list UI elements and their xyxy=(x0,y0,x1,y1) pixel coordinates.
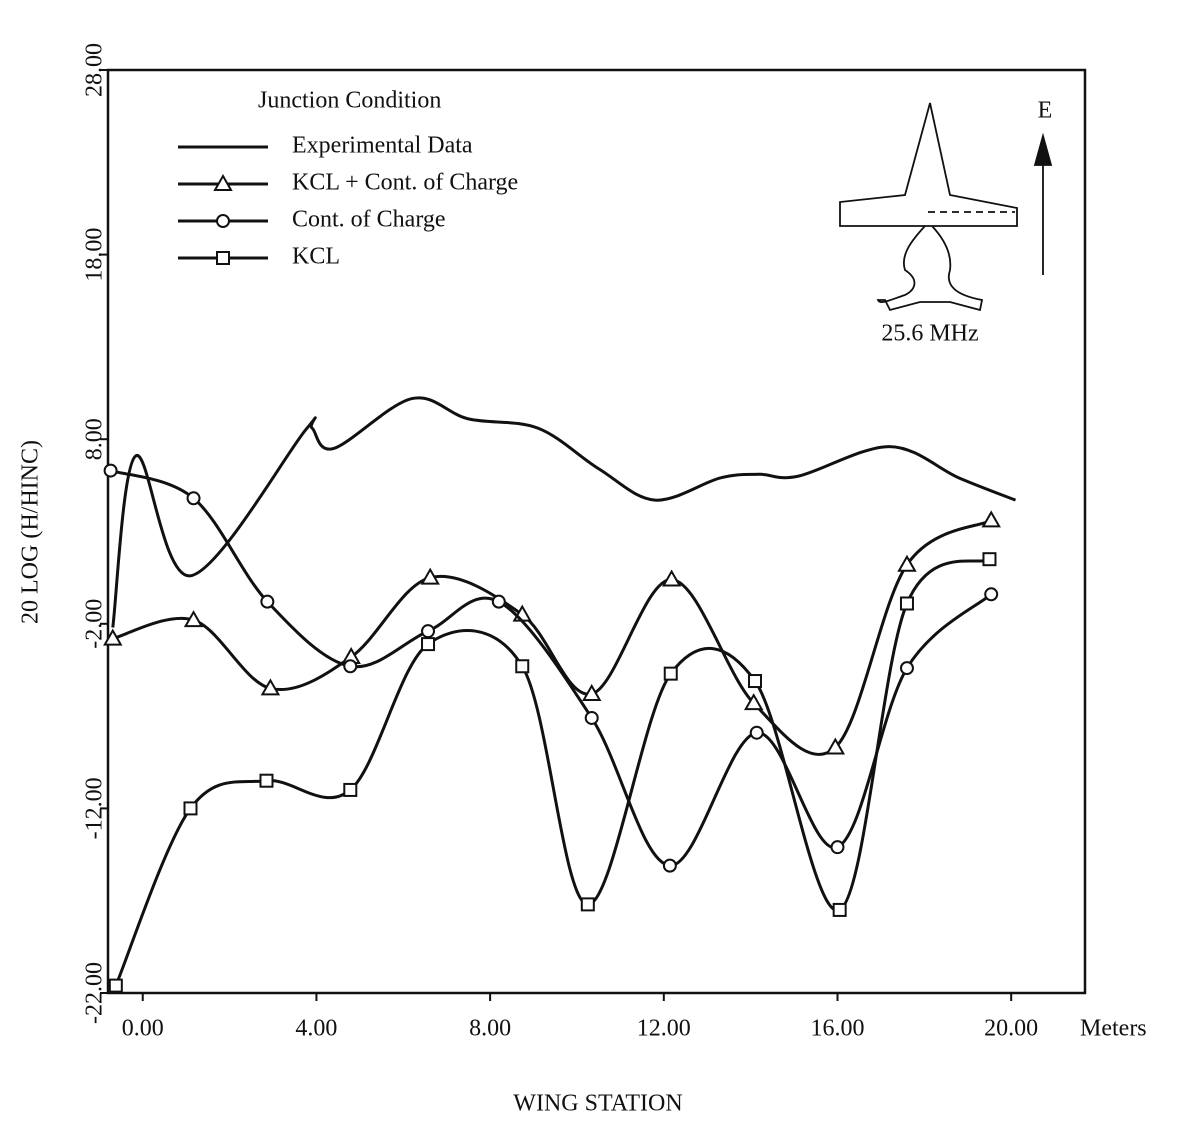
data-point xyxy=(183,801,198,816)
data-point xyxy=(108,978,123,993)
legend-label: Experimental Data xyxy=(292,133,473,159)
data-point xyxy=(582,683,602,701)
data-point xyxy=(420,567,440,585)
data-point xyxy=(491,594,506,609)
data-point xyxy=(515,659,530,674)
x-unit-label: Meters xyxy=(1080,1016,1147,1042)
legend-marker xyxy=(213,173,233,191)
legend-label: Cont. of Charge xyxy=(292,207,446,233)
y-tick-label: 18.00 xyxy=(82,228,108,282)
field-label: E xyxy=(1038,98,1053,124)
plot-frame xyxy=(106,68,1087,995)
data-point xyxy=(899,661,914,676)
data-point xyxy=(186,491,201,506)
data-point xyxy=(984,587,999,602)
data-point xyxy=(832,902,847,917)
x-tick-label: 0.00 xyxy=(122,1016,164,1042)
x-tick-label: 4.00 xyxy=(295,1016,337,1042)
series-line xyxy=(114,557,991,987)
x-tick-label: 8.00 xyxy=(469,1016,511,1042)
data-point xyxy=(981,510,1001,528)
data-point xyxy=(580,897,595,912)
y-tick-label: -2.00 xyxy=(82,599,108,649)
y-tick-label: 8.00 xyxy=(82,418,108,460)
x-tick-label: 16.00 xyxy=(810,1016,864,1042)
x-tick-label: 20.00 xyxy=(984,1016,1038,1042)
data-point xyxy=(183,610,204,628)
legend-marker xyxy=(216,251,230,265)
data-point xyxy=(421,624,436,639)
data-point xyxy=(830,840,845,855)
data-point xyxy=(897,554,917,572)
data-point xyxy=(343,782,358,797)
x-axis-label: WING STATION xyxy=(513,1091,682,1117)
aircraft-outline xyxy=(839,102,1018,312)
y-axis-label: 20 LOG (H/HINC) xyxy=(18,440,44,624)
data-point xyxy=(661,569,682,587)
x-tick-label: 12.00 xyxy=(637,1016,691,1042)
data-point xyxy=(421,637,436,652)
y-tick-label: -12.00 xyxy=(82,777,108,839)
aircraft-inset xyxy=(839,102,1053,312)
data-point xyxy=(259,773,274,788)
data-point xyxy=(103,463,118,478)
inset-label: 25.6 MHz xyxy=(881,321,978,347)
data-point xyxy=(343,659,358,674)
data-point xyxy=(663,666,678,681)
data-point xyxy=(825,737,846,755)
legend-marker xyxy=(216,214,230,228)
data-point xyxy=(662,858,677,873)
y-tick-label: -22.00 xyxy=(82,962,108,1024)
series-line xyxy=(111,396,1017,628)
data-point xyxy=(899,596,914,611)
data-point xyxy=(260,594,275,609)
legend-title: Junction Condition xyxy=(258,88,441,114)
series-line xyxy=(112,519,992,756)
data-point xyxy=(103,628,123,646)
data-point xyxy=(749,725,764,740)
data-point xyxy=(982,552,997,567)
legend-label: KCL + Cont. of Charge xyxy=(292,170,518,196)
data-point xyxy=(260,678,281,696)
y-tick-label: 28.00 xyxy=(82,43,108,97)
legend-label: KCL xyxy=(292,244,340,270)
data-point xyxy=(743,693,764,711)
data-point xyxy=(584,710,599,725)
field-arrow-head xyxy=(1033,132,1053,166)
data-point xyxy=(747,674,762,689)
